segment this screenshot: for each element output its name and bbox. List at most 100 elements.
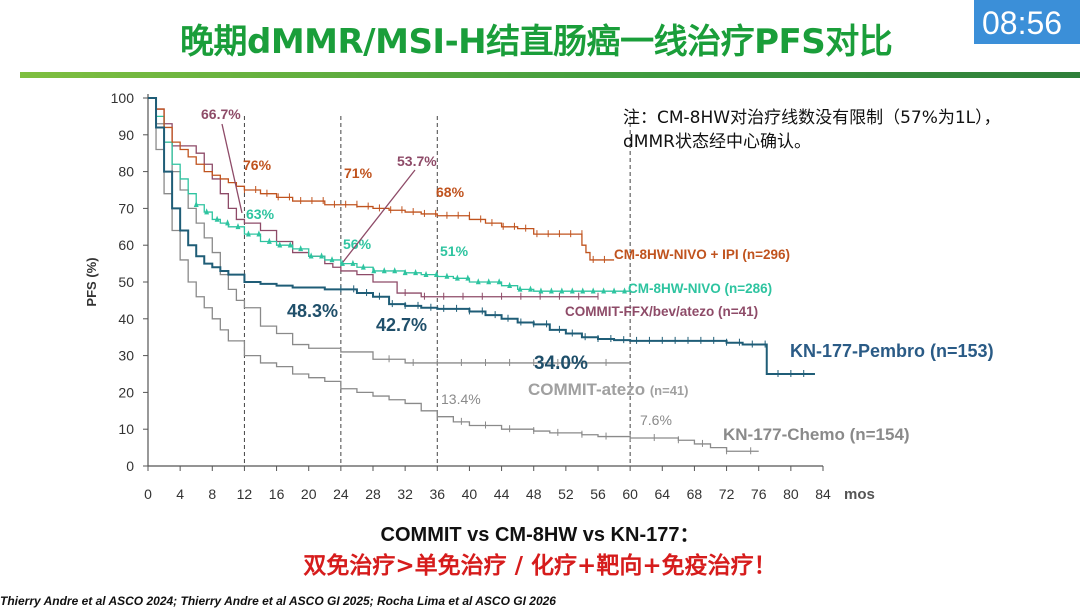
annotation-label: 34.0%: [534, 353, 588, 374]
censor-mark-nivo: [360, 263, 366, 270]
censor-mark-nivo: [559, 287, 565, 294]
note-line-2: dMMR状态经中心确认。: [623, 132, 811, 152]
censor-mark-nivo: [381, 267, 387, 274]
y-tick-label: 90: [118, 127, 134, 143]
footnote-box: 注：CM-8HW对治疗线数没有限制（57%为1L）， dMMR状态经中心确认。: [623, 106, 1001, 154]
annotation-label: 7.6%: [640, 412, 672, 428]
censor-mark-nivo: [622, 287, 627, 294]
censor-mark-nivo: [246, 230, 251, 237]
censor-mark-nivo: [548, 287, 554, 294]
annotation-label: 42.7%: [376, 315, 427, 335]
x-tick-label: 80: [783, 486, 799, 502]
annotation-label: 48.3%: [287, 301, 338, 321]
censor-mark-nivo: [319, 252, 325, 259]
censor-mark-nivo: [496, 278, 502, 285]
censor-mark-nivo: [475, 278, 481, 285]
y-axis-title: PFS (%): [84, 257, 99, 306]
censor-mark-nivo: [465, 274, 471, 281]
x-tick-label: 8: [208, 486, 216, 502]
x-tick-label: 24: [333, 486, 349, 502]
km-curve-ipi: [148, 97, 615, 261]
x-tick-label: 32: [397, 486, 413, 502]
censor-mark-nivo: [454, 274, 460, 281]
km-curve-ffx: [148, 97, 598, 298]
conclusion-text: 双免治疗>单免治疗 / 化疗+靶向+免疫治疗！: [303, 553, 777, 579]
censor-mark-nivo: [517, 285, 523, 292]
y-tick-label: 20: [118, 384, 134, 400]
y-tick-label: 80: [118, 164, 134, 180]
censor-mark-nivo: [204, 208, 210, 215]
censor-mark-nivo: [214, 215, 220, 222]
y-tick-label: 60: [118, 237, 134, 253]
censor-mark-nivo: [569, 287, 575, 294]
x-tick-label: 40: [462, 486, 478, 502]
annotation-label: 76%: [243, 157, 272, 173]
km-curve-atezo: [148, 97, 631, 364]
series-labels: CM-8HW-NIVO + IPI (n=296) CM-8HW-NIVO (n=…: [528, 247, 994, 444]
censor-mark-nivo: [340, 259, 345, 266]
series-label-n: (n=41): [650, 383, 689, 398]
slide-title: 晚期dMMR/MSI-H结直肠癌一线治疗PFS对比: [180, 22, 893, 62]
annotation-label: 68%: [436, 184, 465, 200]
x-tick-label: 72: [719, 486, 735, 502]
censor-mark-nivo: [235, 222, 241, 230]
censor-mark-nivo: [434, 270, 439, 277]
y-tick-label: 30: [118, 348, 134, 364]
x-tick-label: 20: [301, 486, 317, 502]
x-tick-label: 12: [237, 486, 253, 502]
censor-mark-nivo: [444, 272, 450, 279]
censor-mark-nivo: [329, 256, 335, 263]
x-tick-label: 52: [558, 486, 574, 502]
annotation-label: 71%: [344, 165, 373, 181]
comparison-subtitle: COMMIT vs CM-8HW vs KN-177：: [380, 524, 700, 546]
censor-mark-nivo: [580, 287, 586, 294]
y-tick-label: 70: [118, 200, 134, 216]
x-axis-title: mos: [844, 486, 875, 503]
note-line-1: 注：CM-8HW对治疗线数没有限制（57%为1L），: [623, 108, 1001, 128]
censor-mark-nivo: [277, 241, 283, 248]
y-tick-label: 100: [111, 90, 135, 106]
series-label-ipi: CM-8HW-NIVO + IPI (n=296): [614, 247, 790, 262]
series-label-name: COMMIT-atezo: [528, 380, 650, 399]
title-divider: [20, 72, 1080, 78]
annotation-label: 66.7%: [201, 106, 241, 122]
censor-mark-nivo: [266, 237, 272, 244]
annotation-label: 13.4%: [441, 391, 481, 407]
y-tick-label: 50: [118, 274, 134, 290]
censor-mark-nivo: [413, 268, 419, 276]
series-label-nivo: CM-8HW-NIVO (n=286): [628, 281, 772, 296]
x-tick-label: 36: [429, 486, 445, 502]
references: Thierry Andre et al ASCO 2024; Thierry A…: [0, 594, 556, 608]
x-tick-label: 68: [687, 486, 703, 502]
annotation-leader: [221, 123, 243, 214]
censor-mark-nivo: [193, 200, 199, 208]
censor-mark-nivo: [392, 267, 398, 274]
annotation-label: 51%: [440, 243, 469, 259]
censor-mark-nivo: [611, 287, 617, 294]
censor-mark-nivo: [402, 268, 408, 276]
censor-mark-nivo: [371, 267, 377, 274]
x-tick-label: 60: [622, 486, 638, 502]
censor-mark-nivo: [298, 245, 304, 252]
censor-mark-nivo: [590, 287, 596, 294]
censor-mark-nivo: [528, 285, 533, 292]
series-label-ffx: COMMIT-FFX/bev/atezo (n=41): [565, 304, 758, 319]
series-label-pembro: KN-177-Pembro (n=153): [790, 341, 994, 361]
x-tick-label: 16: [269, 486, 285, 502]
clock-badge: 08:56: [974, 0, 1080, 44]
y-tick-label: 40: [118, 311, 134, 327]
x-tick-label: 0: [144, 486, 152, 502]
censor-mark-nivo: [287, 241, 293, 248]
censor-mark-nivo: [256, 230, 262, 237]
x-tick-label: 48: [526, 486, 542, 502]
series-label-atezo: COMMIT-atezo (n=41): [528, 380, 689, 399]
km-curve-pembro: [148, 97, 815, 375]
annotation-label: 53.7%: [397, 153, 437, 169]
x-tick-label: 56: [590, 486, 606, 502]
y-tick-label: 0: [126, 458, 134, 474]
annotation-leader: [342, 169, 416, 263]
series-label-chemo: KN-177-Chemo (n=154): [723, 425, 910, 444]
censor-mark-nivo: [601, 287, 607, 294]
